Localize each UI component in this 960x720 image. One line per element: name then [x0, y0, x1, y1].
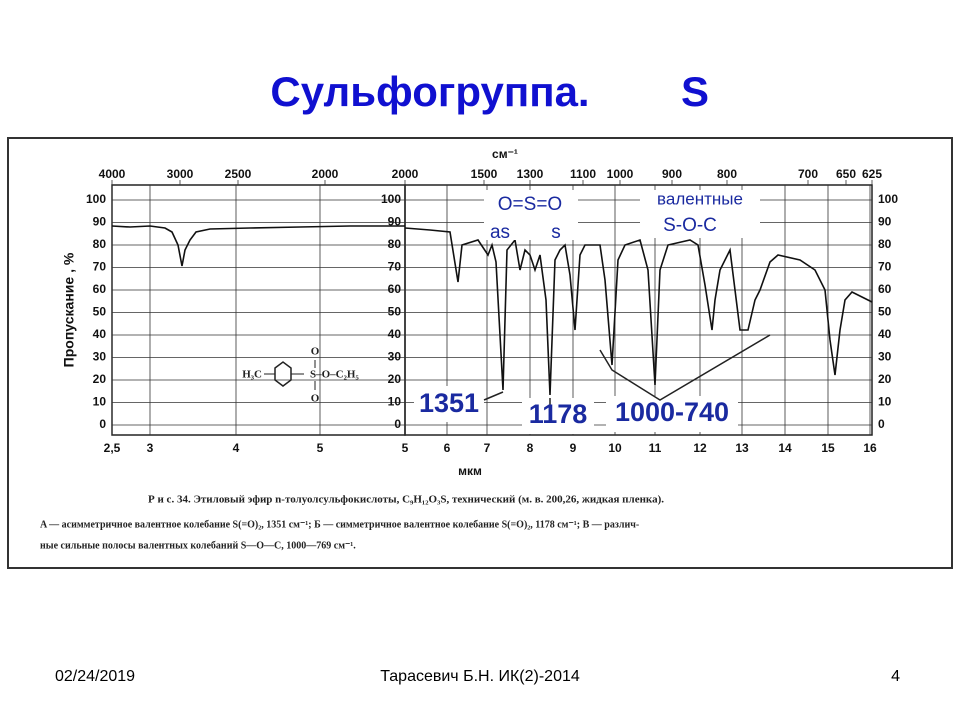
figure-frame	[7, 137, 953, 569]
bottom-tick-label: 14	[778, 441, 792, 455]
bottom-tick-label: 5	[402, 441, 409, 455]
y-tick-label: 30	[878, 350, 892, 364]
annotation-peak-as: 1351	[419, 388, 479, 418]
bottom-tick-label: 5	[317, 441, 324, 455]
bottom-tick-label: 16	[863, 441, 877, 455]
y-tick-label: 70	[93, 260, 107, 274]
top-tick-label: 1100	[570, 167, 596, 181]
y-tick-label: 20	[878, 372, 892, 386]
top-tick-label: 700	[798, 167, 818, 181]
molecule-right: S–O–C₂H₅	[310, 369, 359, 381]
title-symbol: S	[681, 68, 709, 115]
top-tick-label: 625	[862, 167, 882, 181]
y-tick-label: 70	[878, 260, 892, 274]
y-tick-label: 100	[86, 192, 106, 206]
caption-line: Р и с. 34. Этиловый эфир n-толуолсульфок…	[148, 494, 664, 506]
y-tick-label: 90	[93, 215, 107, 229]
y-tick-label: 60	[93, 282, 107, 296]
bottom-tick-label: 12	[693, 441, 707, 455]
y-tick-label: 10	[878, 395, 892, 409]
bottom-axis-label: мкм	[458, 464, 482, 478]
y-tick-label: 50	[388, 305, 402, 319]
annotation-stretch: валентные	[657, 189, 743, 208]
bottom-tick-label: 6	[444, 441, 451, 455]
footer-date: 02/24/2019	[55, 668, 135, 685]
annotation-peak-s: 1178	[529, 399, 588, 429]
bottom-tick-label: 11	[649, 441, 662, 455]
y-tick-label: 20	[93, 372, 107, 386]
caption-line: ные сильные полосы валентных колебаний S…	[40, 540, 356, 551]
y-tick-label: 80	[93, 237, 107, 251]
top-tick-label: 2500	[225, 167, 252, 181]
annotation-as: as	[490, 222, 510, 243]
y-tick-label: 10	[93, 395, 107, 409]
bottom-tick-label: 3	[147, 441, 154, 455]
y-tick-label: 60	[878, 282, 892, 296]
top-tick-label: 3000	[167, 167, 194, 181]
top-tick-label: 2000	[312, 167, 339, 181]
molecule: H₃C S–O–C₂H₅ O O	[242, 346, 359, 405]
bottom-tick-label: 4	[233, 441, 240, 455]
y-tick-label: 0	[99, 417, 106, 431]
bottom-tick-label: 15	[821, 441, 835, 455]
top-tick-label: 4000	[99, 167, 126, 181]
spectrum-left	[111, 225, 405, 267]
y-tick-label: 40	[878, 327, 892, 341]
top-tick-label: 1000	[607, 167, 634, 181]
y-tick-label: 40	[388, 327, 402, 341]
molecule-oxygen-bottom: O	[311, 393, 320, 405]
top-tick-label: 900	[662, 167, 682, 181]
y-tick-label: 40	[93, 327, 107, 341]
molecule-left: H₃C	[242, 369, 262, 381]
bottom-tick-label: 9	[570, 441, 577, 455]
y-tick-label: 80	[388, 237, 402, 251]
bottom-tick-label: 10	[608, 441, 622, 455]
y-tick-label: 60	[388, 282, 402, 296]
spectrum-right	[404, 227, 873, 396]
annotations: O=S=O as s валентные S-O-C 1351 1178 100…	[414, 189, 771, 434]
y-tick-label: 20	[388, 372, 402, 386]
y-axis-label: Пропускание , %	[61, 252, 77, 367]
y-tick-label: 50	[93, 305, 107, 319]
y-tick-label: 0	[394, 417, 401, 431]
y-tick-label: 80	[878, 237, 892, 251]
top-tick-label: 650	[836, 167, 856, 181]
top-tick-label: 2000	[392, 167, 419, 181]
top-tick-label: 800	[717, 167, 737, 181]
y-tick-label: 30	[388, 350, 402, 364]
bottom-tick-label: 7	[484, 441, 491, 455]
top-tick-label: 1500	[471, 167, 498, 181]
y-tick-label: 100	[381, 192, 401, 206]
y-tick-label: 0	[878, 417, 885, 431]
footer-page: 4	[891, 668, 900, 685]
caption-line: A — асимметричное валентное колебание S(…	[40, 519, 639, 530]
annotation-s: s	[551, 222, 561, 243]
annotation-soc: S-O-C	[663, 215, 717, 236]
y-tick-label: 50	[878, 305, 892, 319]
y-tick-label: 90	[878, 215, 892, 229]
title: Сульфогруппа.	[270, 68, 589, 115]
y-tick-label: 10	[388, 395, 402, 409]
top-axis-label: см⁻¹	[492, 147, 518, 161]
y-tick-label: 30	[93, 350, 107, 364]
bottom-tick-label: 8	[527, 441, 534, 455]
top-tick-label: 1300	[517, 167, 544, 181]
bottom-tick-label: 2,5	[104, 441, 121, 455]
annotation-peak-range: 1000-740	[615, 397, 729, 427]
y-tick-label: 70	[388, 260, 402, 274]
annotation-group: O=S=O	[498, 194, 562, 215]
y-tick-label: 100	[878, 192, 898, 206]
bottom-tick-label: 13	[735, 441, 749, 455]
footer-author: Тарасевич Б.Н. ИК(2)-2014	[380, 668, 580, 685]
molecule-oxygen-top: O	[311, 346, 320, 358]
y-tick-label: 90	[388, 215, 402, 229]
